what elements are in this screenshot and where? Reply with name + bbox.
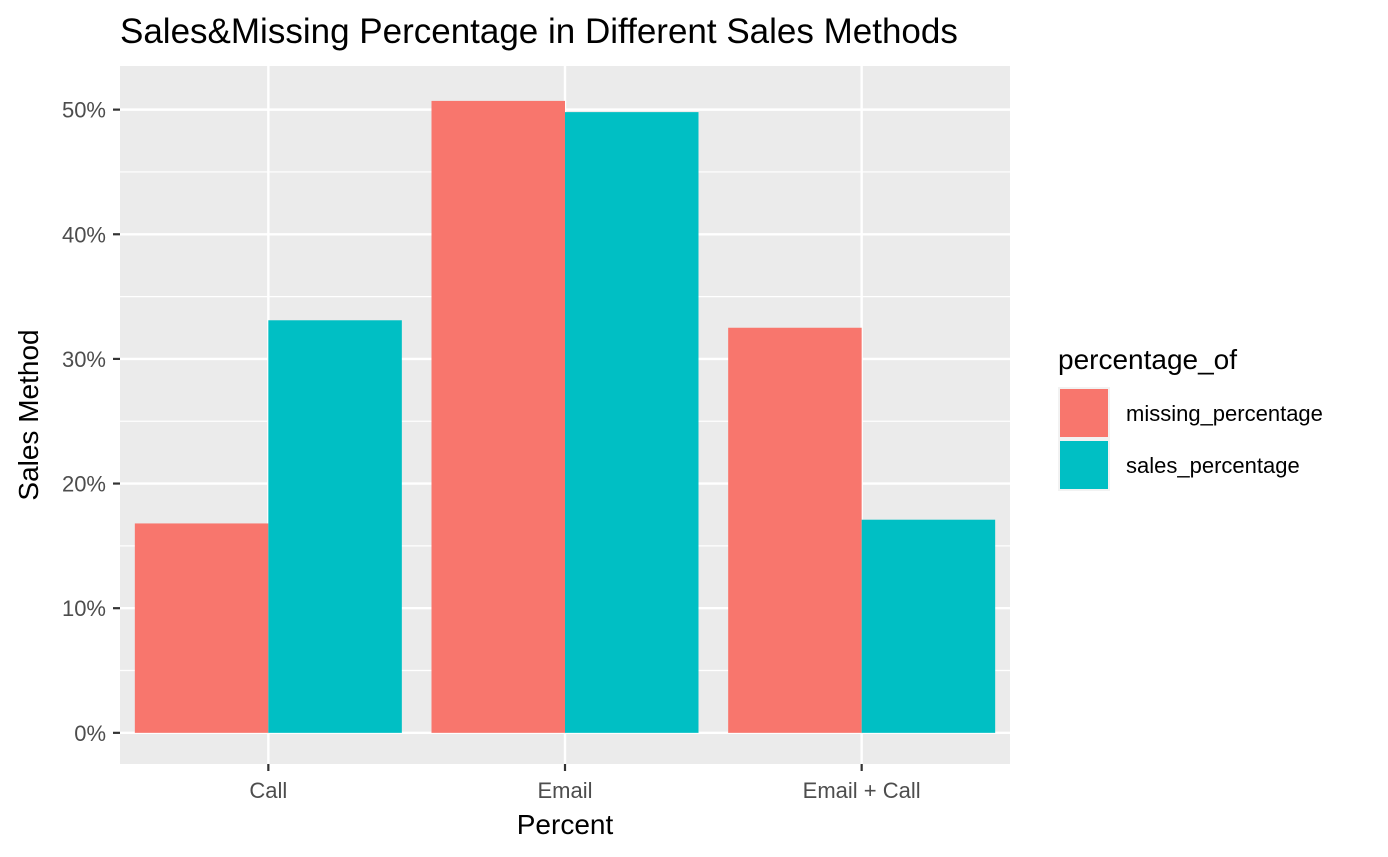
legend-swatch: [1060, 389, 1108, 437]
bar: [861, 519, 996, 733]
y-axis-title: Sales Method: [13, 329, 44, 500]
bar: [728, 327, 862, 733]
x-tick-label: Call: [249, 778, 287, 803]
y-axis: 0% 10% 20% 30% 40% 50%: [62, 98, 120, 746]
legend-swatch: [1060, 441, 1108, 489]
y-tick-label: 40%: [62, 222, 106, 247]
x-tick-label: Email: [537, 778, 592, 803]
legend-label: missing_percentage: [1126, 401, 1323, 426]
bar: [565, 112, 699, 733]
bar: [134, 523, 269, 733]
x-axis: Call Email Email + Call: [249, 764, 921, 803]
legend-title: percentage_of: [1058, 344, 1237, 375]
x-tick-label: Email + Call: [803, 778, 921, 803]
y-tick-label: 50%: [62, 98, 106, 123]
y-tick-label: 20%: [62, 472, 106, 497]
chart-title: Sales&Missing Percentage in Different Sa…: [120, 12, 958, 51]
y-tick-label: 30%: [62, 347, 106, 372]
y-tick-label: 10%: [62, 596, 106, 621]
bar: [268, 320, 402, 733]
x-axis-title: Percent: [517, 809, 614, 840]
legend-label: sales_percentage: [1126, 453, 1300, 478]
bar: [431, 100, 565, 733]
bars: [134, 100, 996, 733]
legend: percentage_of missing_percentage sales_pe…: [1058, 344, 1323, 491]
y-tick-label: 0%: [74, 721, 106, 746]
